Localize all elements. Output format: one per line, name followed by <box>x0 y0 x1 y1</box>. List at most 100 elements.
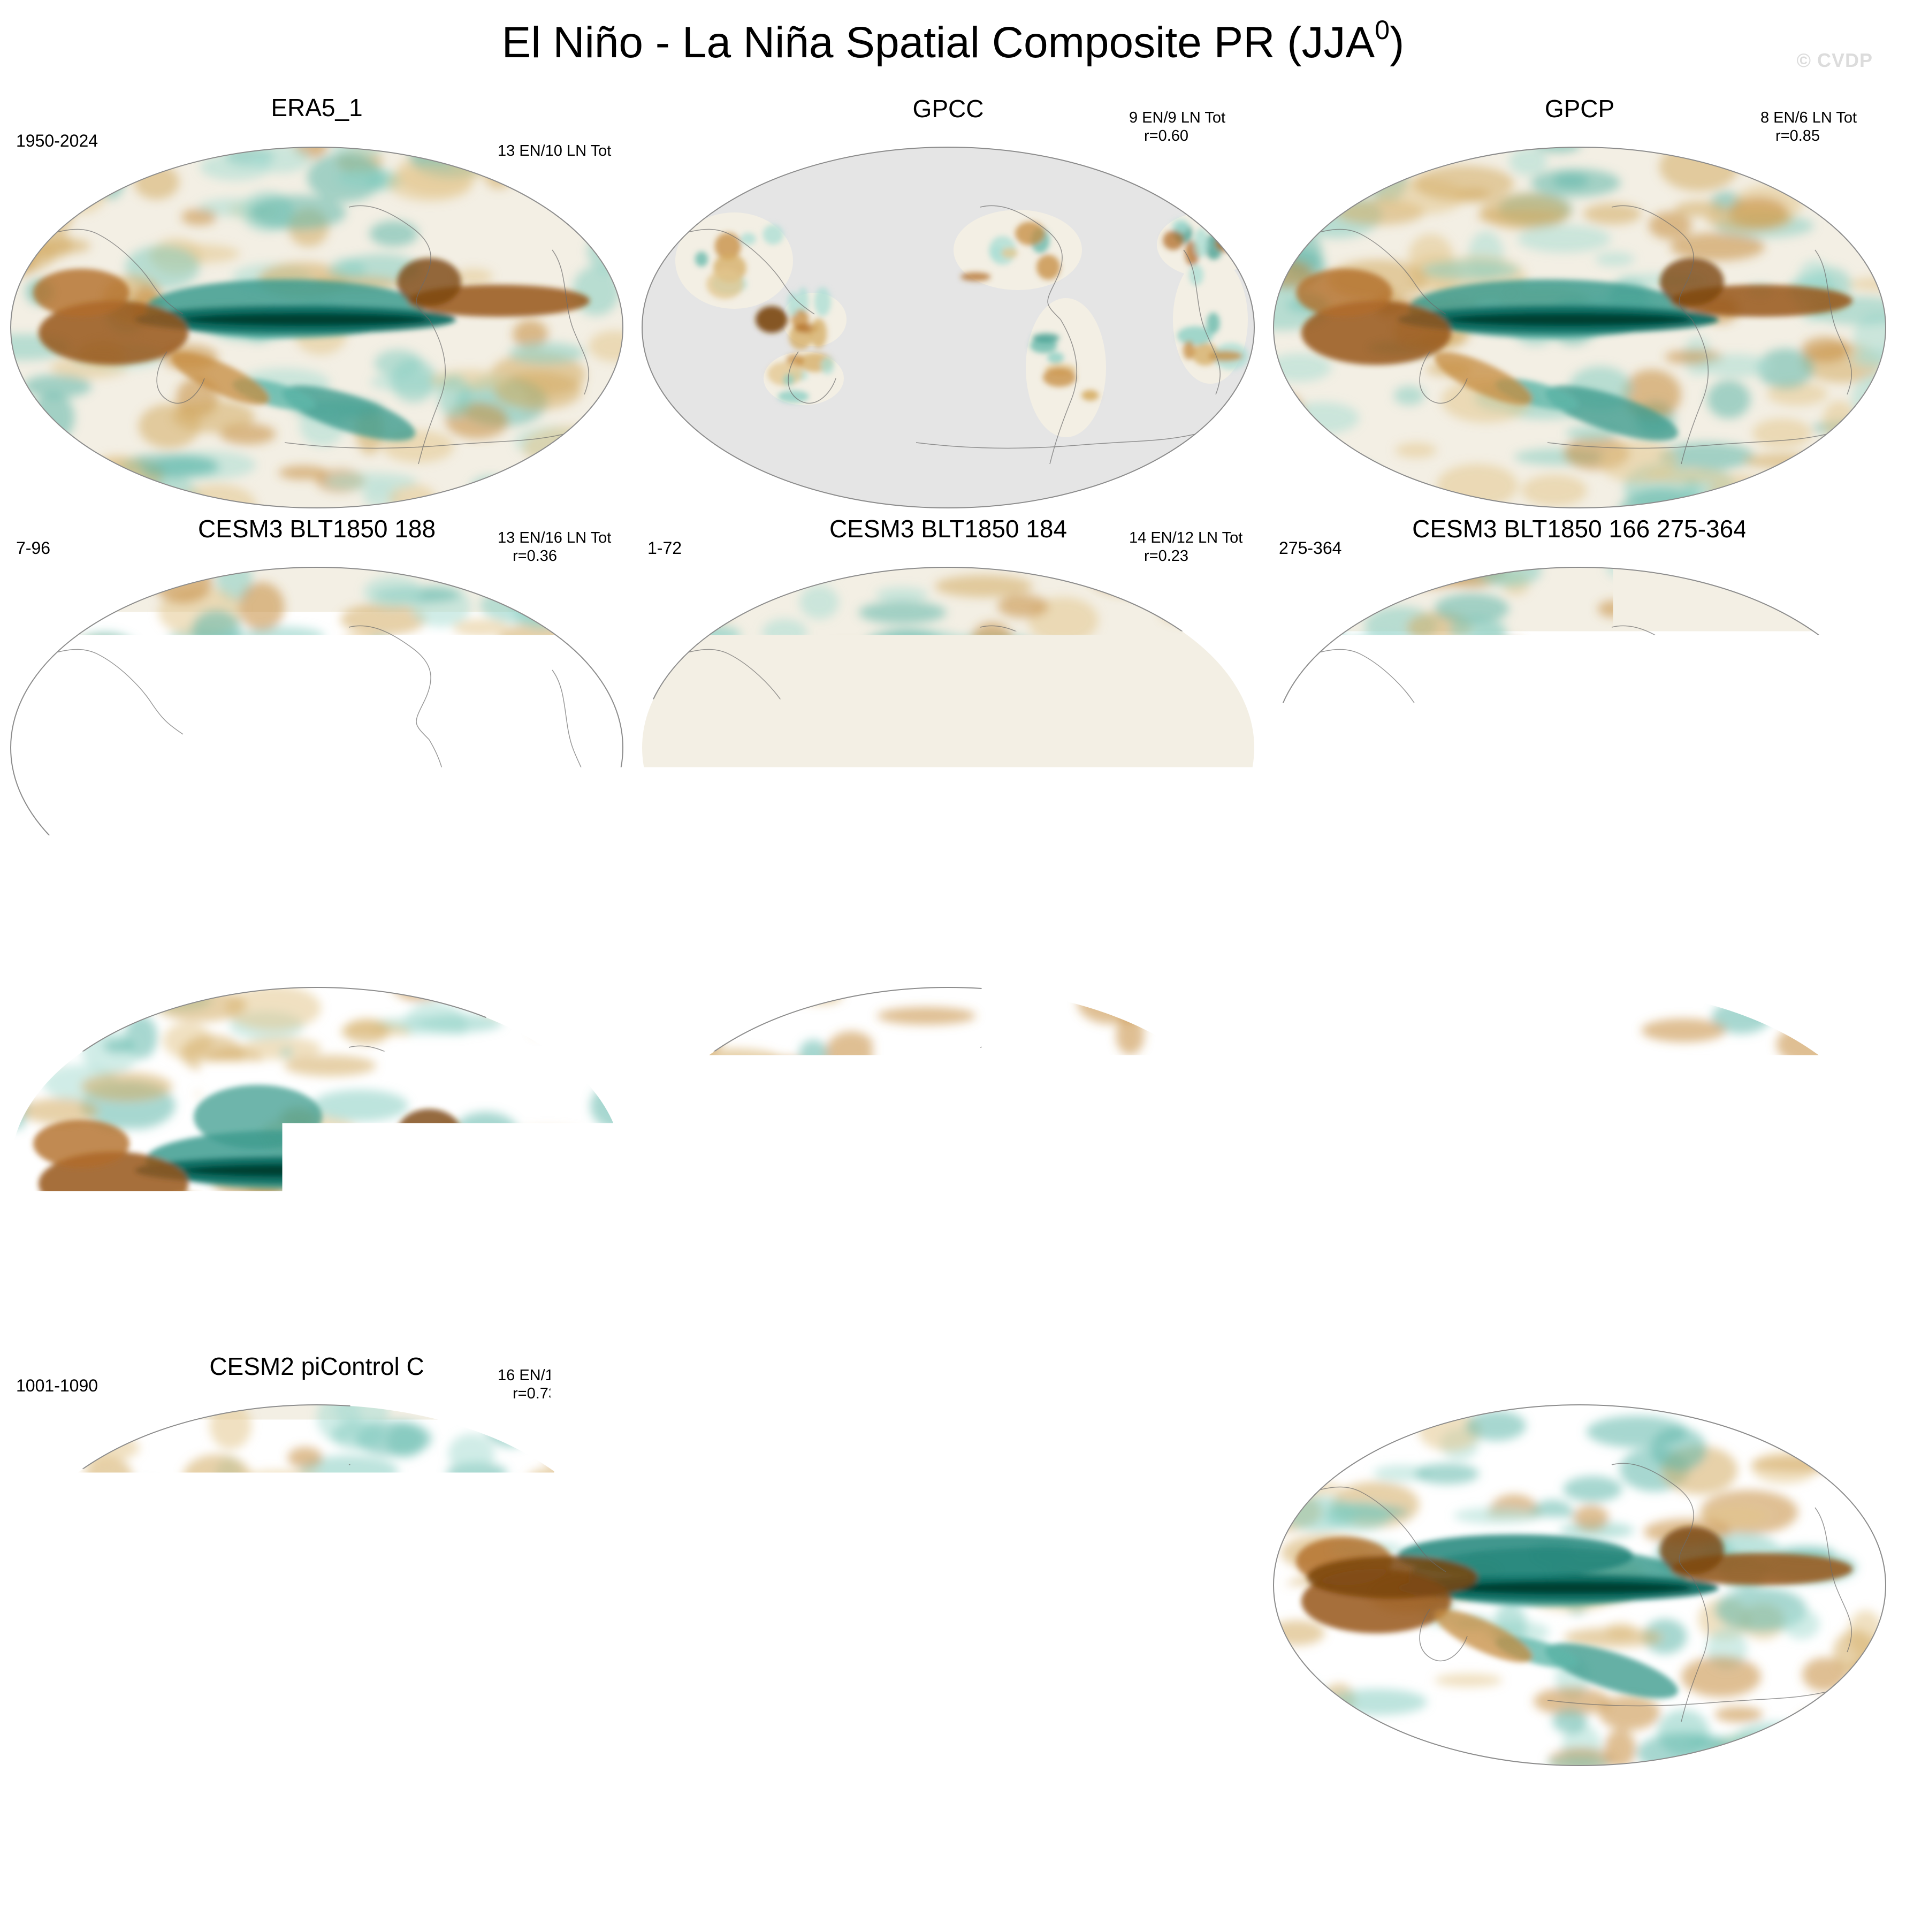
colorbar-tick-label: .5 <box>1133 1841 1160 1876</box>
panel-years: 901-990 <box>647 1375 710 1396</box>
panel-years: 7-96 <box>16 537 50 559</box>
colorbar-tick-label: -5 <box>355 1841 384 1876</box>
panel-stats: 11 EN/18 LN Tot r=0.43 <box>498 949 610 985</box>
precip-anomaly-map <box>638 1401 1259 1770</box>
colorbar-swatch <box>371 1805 436 1832</box>
panel-stats: 16 EN/14 LN Tot r=0.44 <box>1129 949 1242 985</box>
panel-years: 801-890 <box>1279 1375 1341 1396</box>
map-panel: CESM2 piControl B 901-990 15 EN/13 LN Tot r… <box>638 1351 1259 1769</box>
colorbar-tick-label: .25 <box>1059 1841 1104 1876</box>
colorbar-swatch <box>565 1805 629 1832</box>
panel-pattern-correlation: r=0.23 <box>1129 547 1242 565</box>
map-panel: CESM2 piControl C 1001-1090 16 EN/15 LN To… <box>6 1351 627 1769</box>
colorbar-swatch <box>759 1805 824 1832</box>
precip-anomaly-map <box>1269 983 1890 1352</box>
colorbar-tick-label: .1 <box>1004 1841 1031 1876</box>
colorbar-units: mm/day <box>305 1876 1600 1914</box>
panel-pattern-correlation: r=0.85 <box>1760 127 1857 145</box>
map-panel: GPCC 9 EN/9 LN Tot r=0.60 <box>638 94 1259 511</box>
panel-stats: 9 EN/9 LN Tot r=0.60 <box>1129 109 1225 145</box>
colorbar-swatch <box>1341 1805 1406 1832</box>
map-panel: CESM3 BLT1850 166 5-94 5-94 15 EN/11 LN To… <box>1269 934 1890 1351</box>
precip-anomaly-map <box>638 563 1259 932</box>
panel-title: ERA5_1 <box>22 93 611 123</box>
panel-stats: 15 EN/11 LN Tot r=0.45 <box>1760 949 1873 985</box>
colorbar-swatch <box>306 1805 371 1832</box>
figure-title-superscript: 0 <box>1375 15 1390 45</box>
colorbar-swatch <box>1017 1805 1082 1832</box>
map-panel: GPCP 8 EN/6 LN Tot r=0.85 <box>1269 94 1890 511</box>
panel-stats: 14 EN/12 LN Tot r=0.45 <box>1760 529 1874 565</box>
colorbar-tick-label: -.5 <box>739 1841 777 1876</box>
colorbar-swatch <box>694 1805 759 1832</box>
colorbar-swatch <box>952 1805 1017 1832</box>
panel-pattern-correlation: r=0.45 <box>1760 547 1874 565</box>
panel-years: 1001-1090 <box>16 1375 98 1396</box>
colorbar-swatch <box>629 1805 694 1832</box>
precip-anomaly-map <box>1269 563 1890 932</box>
colorbar-swatch <box>1147 1805 1211 1832</box>
precip-anomaly-map <box>1269 1401 1890 1770</box>
panel-counts: 15 EN/11 LN Tot <box>1760 949 1873 967</box>
panel-counts: 9 EN/9 LN Tot <box>1129 109 1225 126</box>
colorbar-swatch <box>1470 1805 1535 1832</box>
panel-pattern-correlation: r=0.45 <box>1760 967 1873 985</box>
panel-counts: 14 EN/12 LN Tot <box>1129 529 1242 546</box>
colorbar-tick-label: 0 <box>943 1841 961 1876</box>
colorbar-swatch <box>824 1805 888 1832</box>
panel-counts: 15 EN/13 LN Tot <box>1129 1367 1242 1384</box>
panel-years: 185-274 <box>16 957 79 979</box>
colorbar-swatch <box>1082 1805 1147 1832</box>
map-panel: CESM3 BLT1850 188 7-96 13 EN/16 LN Tot r=0.… <box>6 514 627 931</box>
colorbar-tick-label: -.75 <box>666 1841 721 1876</box>
precip-anomaly-map <box>1269 143 1890 512</box>
map-panel: CESM3 BLT1850 184 1-72 14 EN/12 LN Tot r=0.… <box>638 514 1259 931</box>
map-panel: CESM3 BLT1850 166 275-364 275-364 14 EN/12… <box>1269 514 1890 931</box>
panel-years: 275-364 <box>1279 537 1341 559</box>
colorbar-tick-label: 2 <box>1332 1841 1350 1876</box>
panel-counts: 13 EN/12 LN Tot <box>1760 1367 1874 1384</box>
precip-anomaly-map <box>6 143 627 512</box>
precip-anomaly-map <box>6 563 627 932</box>
colorbar: -5 -4 -3 -2 -1 -.75 -.5 -.25 -.1 0 .1 .25 .5 .75 1 2 3 4 5… <box>305 1804 1600 1921</box>
figure-title: El Niño - La Niña Spatial Composite PR (… <box>0 16 1906 70</box>
colorbar-swatch <box>436 1805 500 1832</box>
panel-counts: 16 EN/15 LN Tot <box>498 1367 611 1384</box>
panel-stats: 14 EN/12 LN Tot r=0.23 <box>1129 529 1242 565</box>
colorbar-tick-label: -1 <box>614 1841 643 1876</box>
colorbar-tick-label: -2 <box>550 1841 578 1876</box>
panel-years: 5-94 <box>1279 957 1313 979</box>
precip-anomaly-map <box>638 983 1259 1352</box>
colorbar-swatch <box>500 1805 565 1832</box>
panel-stats: 16 EN/15 LN Tot r=0.73 <box>498 1366 611 1403</box>
panel-pattern-correlation: r=0.44 <box>1129 967 1242 985</box>
colorbar-tick-label: -4 <box>420 1841 448 1876</box>
panel-stats: 15 EN/13 LN Tot r=0.72 <box>1129 1366 1242 1403</box>
panel-pattern-correlation: r=0.36 <box>498 547 611 565</box>
colorbar-tick-label: 3 <box>1397 1841 1414 1876</box>
panel-pattern-correlation: r=0.73 <box>498 1385 611 1403</box>
panel-years: 1-72 <box>647 537 682 559</box>
panel-years: 95-184 <box>647 957 701 979</box>
map-panel: ERA5_1 1950-2024 13 EN/10 LN Tot <box>6 94 627 511</box>
colorbar-tick-label: -.25 <box>795 1841 850 1876</box>
colorbar-swatches <box>305 1804 1600 1834</box>
panel-stats: 13 EN/12 LN Tot r=0.69 <box>1760 1366 1874 1403</box>
colorbar-swatch <box>888 1805 953 1832</box>
colorbar-swatch <box>1211 1805 1276 1832</box>
colorbar-tick-label: 4 <box>1461 1841 1479 1876</box>
colorbar-tick-label: -3 <box>485 1841 513 1876</box>
figure-title-text: El Niño - La Niña Spatial Composite PR (… <box>502 18 1375 67</box>
precip-anomaly-map <box>6 983 627 1352</box>
colorbar-tick-label: 1 <box>1267 1841 1285 1876</box>
figure-title-close: ) <box>1390 18 1404 67</box>
panel-pattern-correlation: r=0.72 <box>1129 1385 1242 1403</box>
colorbar-tick-label: 5 <box>1526 1841 1544 1876</box>
panel-counts: 11 EN/18 LN Tot <box>498 949 610 967</box>
panel-counts: 13 EN/16 LN Tot <box>498 529 611 546</box>
panel-pattern-correlation: r=0.69 <box>1760 1385 1874 1403</box>
panel-stats: 13 EN/16 LN Tot r=0.36 <box>498 529 611 565</box>
panel-pattern-correlation: r=0.43 <box>498 967 610 985</box>
map-panel: CESM2 piControl A 801-890 13 EN/12 LN Tot r… <box>1269 1351 1890 1769</box>
cvdp-watermark: © CVDP <box>1796 49 1873 72</box>
